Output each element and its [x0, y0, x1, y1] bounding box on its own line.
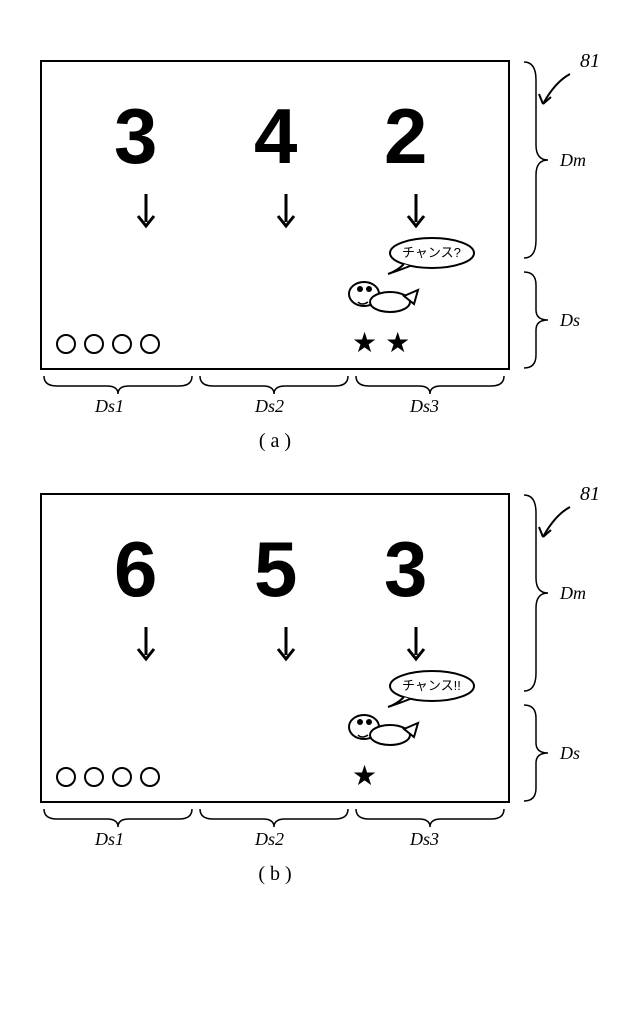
bracket-ds2-icon	[198, 807, 350, 827]
figure-caption: ( b )	[40, 863, 510, 886]
panel-wrap: 3 4 2 チャンス?	[40, 60, 600, 453]
bracket-ds3-icon	[354, 374, 506, 394]
down-arrow-icon	[134, 192, 158, 232]
star-row: ★ ★	[352, 330, 410, 358]
label-ds3: Ds3	[410, 396, 439, 417]
character-icon	[342, 272, 422, 322]
bracket-ds1-icon	[42, 374, 194, 394]
reel-digit-3: 2	[384, 97, 427, 175]
reel-digit-2: 5	[254, 530, 297, 608]
bracket-ds1-icon	[42, 807, 194, 827]
label-ds3: Ds3	[410, 829, 439, 850]
display-panel: 6 5 3 チャンス!!	[40, 493, 510, 803]
label-ds2: Ds2	[255, 396, 284, 417]
reel-digit-1: 6	[114, 530, 157, 608]
panel-wrap: 6 5 3 チャンス!!	[40, 493, 600, 886]
label-ds: Ds	[560, 310, 580, 331]
label-dm: Dm	[560, 583, 586, 604]
label-dm: Dm	[560, 150, 586, 171]
reserve-circles	[56, 334, 160, 354]
bubble-text: チャンス!!	[402, 678, 461, 693]
character-icon	[342, 705, 422, 755]
reserve-circle	[56, 334, 76, 354]
reserve-circle	[112, 334, 132, 354]
reserve-circle	[84, 334, 104, 354]
down-arrow-icon	[274, 625, 298, 665]
speech-bubble: チャンス!!	[394, 677, 453, 696]
bracket-ds2-icon	[198, 374, 350, 394]
bracket-dm-icon	[522, 60, 552, 260]
reserve-circle	[140, 334, 160, 354]
down-arrow-icon	[404, 625, 428, 665]
reserve-circle	[84, 767, 104, 787]
bubble-text: チャンス?	[402, 245, 461, 260]
figure-b: 81 6 5 3	[10, 493, 630, 886]
figure-caption: ( a )	[40, 430, 510, 453]
star-row: ★	[352, 763, 377, 791]
speech-bubble: チャンス?	[394, 244, 453, 263]
label-ds1: Ds1	[95, 396, 124, 417]
bracket-dm-icon	[522, 493, 552, 693]
reel-digit-3: 3	[384, 530, 427, 608]
figure-a: 81 3 4 2	[10, 60, 630, 453]
bracket-ds3-icon	[354, 807, 506, 827]
reel-digit-2: 4	[254, 97, 297, 175]
display-panel: 3 4 2 チャンス?	[40, 60, 510, 370]
bottom-brackets: Ds1 Ds2 Ds3	[40, 807, 510, 857]
star-icon: ★	[352, 330, 377, 358]
down-arrow-icon	[274, 192, 298, 232]
label-ds1: Ds1	[95, 829, 124, 850]
star-icon: ★	[352, 763, 377, 791]
down-arrow-icon	[404, 192, 428, 232]
bottom-brackets: Ds1 Ds2 Ds3	[40, 374, 510, 424]
label-ds2: Ds2	[255, 829, 284, 850]
bracket-ds-icon	[522, 703, 552, 803]
bracket-ds-icon	[522, 270, 552, 370]
reserve-circle	[140, 767, 160, 787]
reserve-circle	[56, 767, 76, 787]
down-arrow-icon	[134, 625, 158, 665]
reel-digit-1: 3	[114, 97, 157, 175]
star-icon: ★	[385, 330, 410, 358]
reserve-circle	[112, 767, 132, 787]
label-ds: Ds	[560, 743, 580, 764]
reserve-circles	[56, 767, 160, 787]
